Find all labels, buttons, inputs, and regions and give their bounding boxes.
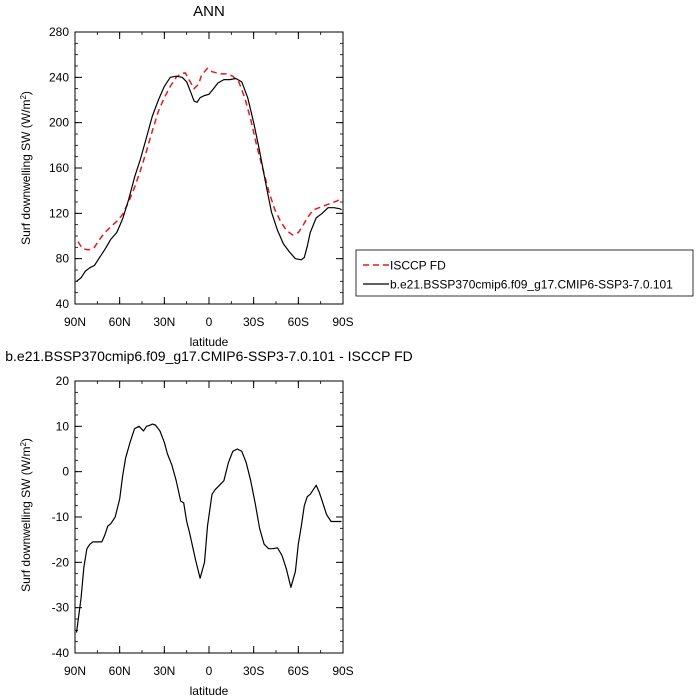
bottom-chart-y-tick-label: -30 bbox=[52, 601, 70, 615]
bottom-chart-x-tick-label: 90N bbox=[64, 664, 86, 678]
bottom-chart-y-axis-label: Surf downwelling SW (W/m2) bbox=[19, 438, 34, 592]
top-chart-y-axis-label-tail: ) bbox=[19, 91, 33, 95]
bottom-chart-x-axis-label: latitude bbox=[190, 684, 229, 698]
legend-label-isccp: ISCCP FD bbox=[390, 259, 446, 273]
top-chart-y-tick-label: 160 bbox=[49, 161, 69, 175]
bottom-chart-y-axis-label-main: Surf downwelling SW (W/m bbox=[19, 447, 33, 592]
top-chart-title: ANN bbox=[193, 3, 225, 20]
bottom-chart-y-axis-label-tail: ) bbox=[19, 438, 33, 442]
top-chart-y-tick-label: 120 bbox=[49, 206, 69, 220]
legend-box bbox=[355, 249, 694, 297]
bottom-chart-x-tick-label: 90S bbox=[332, 664, 353, 678]
top-chart-x-tick-label: 30N bbox=[153, 315, 175, 329]
legend: ISCCP FD b.e21.BSSP370cmip6.f09_g17.CMIP… bbox=[355, 249, 694, 297]
bottom-chart-y-tick-label: 0 bbox=[62, 465, 69, 479]
bottom-chart-x-tick-label: 30N bbox=[153, 664, 175, 678]
bottom-chart-y-tick-label: -10 bbox=[52, 510, 70, 524]
bottom-chart-series-line-0 bbox=[75, 423, 342, 633]
bottom-chart-y-tick-label: -40 bbox=[52, 646, 70, 660]
top-chart-y-tick-label: 280 bbox=[49, 25, 69, 39]
bottom-chart-title: b.e21.BSSP370cmip6.f09_g17.CMIP6-SSP3-7.… bbox=[5, 348, 413, 364]
bottom-chart-y-tick-label: 10 bbox=[56, 419, 70, 433]
top-chart-y-axis-label-sup: 2 bbox=[19, 95, 28, 100]
top-chart-plot-area: 90N 60N 30N 0 30S 60S 90S 40 80 120 160 200 240 280 bbox=[49, 25, 354, 329]
top-chart: ANN 90N 60N 30N 0 30S 60S 90S 40 80 120 160 200 240 2… bbox=[19, 3, 694, 349]
top-chart-x-tick-label: 30S bbox=[243, 315, 264, 329]
bottom-chart-plot-area: 90N 60N 30N 0 30S 60S 90S -40 -30 -20 -10 0 10 20 bbox=[52, 374, 354, 678]
bottom-chart-x-tick-label: 30S bbox=[243, 664, 264, 678]
top-chart-x-tick-label: 90N bbox=[64, 315, 86, 329]
top-chart-series-line-1 bbox=[76, 75, 342, 282]
top-chart-series-line-0 bbox=[77, 67, 342, 251]
top-chart-y-axis-label-main: Surf downwelling SW (W/m bbox=[19, 100, 33, 245]
bottom-chart-y-tick-label: 20 bbox=[56, 374, 70, 388]
bottom-chart-y-tick-label: -20 bbox=[52, 555, 70, 569]
bottom-chart-x-tick-label: 0 bbox=[206, 664, 213, 678]
top-chart-y-tick-label: 200 bbox=[49, 116, 69, 130]
legend-label-model: b.e21.BSSP370cmip6.f09_g17.CMIP6-SSP3-7.… bbox=[390, 278, 673, 292]
top-chart-y-tick-label: 240 bbox=[49, 70, 69, 84]
bottom-chart-x-tick-label: 60S bbox=[288, 664, 309, 678]
top-chart-frame bbox=[74, 31, 344, 305]
bottom-chart-x-tick-label: 60N bbox=[109, 664, 131, 678]
top-chart-x-tick-label: 60N bbox=[109, 315, 131, 329]
top-chart-y-axis-label: Surf downwelling SW (W/m2) bbox=[19, 91, 34, 245]
bottom-chart: b.e21.BSSP370cmip6.f09_g17.CMIP6-SSP3-7.… bbox=[5, 348, 413, 698]
top-chart-y-tick-label: 40 bbox=[56, 297, 70, 311]
bottom-chart-y-axis-label-sup: 2 bbox=[19, 442, 28, 447]
top-chart-x-tick-label: 0 bbox=[206, 315, 213, 329]
top-chart-x-tick-label: 90S bbox=[332, 315, 353, 329]
top-chart-x-axis-label: latitude bbox=[190, 335, 229, 349]
top-chart-x-tick-label: 60S bbox=[288, 315, 309, 329]
top-chart-y-tick-label: 80 bbox=[56, 252, 70, 266]
